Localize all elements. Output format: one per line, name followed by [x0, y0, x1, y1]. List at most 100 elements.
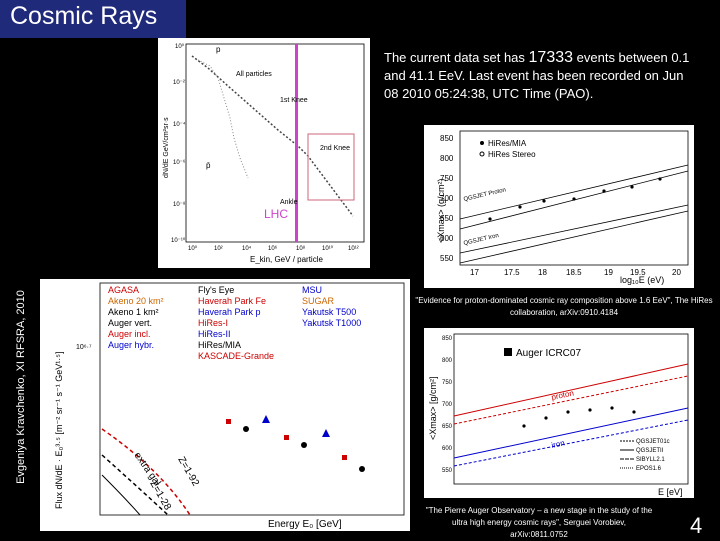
legend-model: EPOS1.6 — [636, 466, 662, 472]
hires-ytick: 550 — [440, 254, 454, 263]
legend-agasa: AGASA — [108, 285, 139, 295]
spectrum-y-ticks: 10⁰ 10⁻² 10⁻⁴ 10⁻⁶ 10⁻⁸ 10⁻¹⁰ — [171, 43, 186, 244]
hires-ytick: 600 — [440, 234, 454, 243]
flux-point — [243, 426, 249, 432]
data-point — [630, 185, 634, 189]
legend-hires-mia: HiRes/MIA — [198, 340, 241, 350]
legend-model: SIBYLL2.1 — [636, 457, 665, 463]
auger-y-ticks: 850 800 750 700 650 600 550 — [442, 336, 453, 474]
data-point — [566, 410, 570, 414]
hires-xtick: 17.5 — [504, 268, 520, 277]
paragraph-end: events between 0.1 and 41.1 EeV. Last ev… — [384, 50, 690, 101]
flux-point — [262, 415, 270, 423]
auger-plot-svg: <Xmax> [g/cm²] E [eV] 850 800 750 700 65… — [428, 333, 689, 497]
label-pbar: p̄ — [206, 161, 211, 170]
hires-xtick: 19.5 — [630, 268, 646, 277]
paragraph-start: The current data set has — [384, 50, 529, 65]
flux-point — [322, 429, 330, 437]
slide-title: Cosmic Rays — [10, 2, 158, 30]
legend-auger-vert: Auger vert. — [108, 318, 152, 328]
spectrum-xtick: 10² — [214, 246, 223, 252]
data-point — [518, 205, 522, 209]
flux-point — [226, 419, 231, 424]
hires-ylabel: <Xmax> (g/cm²) — [436, 178, 446, 243]
data-point — [544, 416, 548, 420]
auger-legend-title: Auger ICRC07 — [516, 348, 581, 359]
flux-point — [301, 442, 307, 448]
z1-92-curve — [101, 454, 169, 516]
legend-yakutsk-t500: Yakutsk T500 — [302, 307, 356, 317]
data-point — [542, 199, 546, 203]
hires-caption: "Evidence for proton-dominated cosmic ra… — [415, 296, 713, 317]
data-point — [588, 408, 592, 412]
spectrum-ytick: 10⁰ — [175, 43, 185, 50]
spectrum-ytick: 10⁻⁴ — [173, 121, 186, 128]
hires-xtick: 17 — [470, 268, 479, 277]
label-p: p — [216, 45, 221, 54]
label-qgsjet-iron: QGSJET Iron — [463, 233, 499, 247]
spectrum-ytick: 10⁻¹⁰ — [171, 237, 186, 244]
hires-ytick: 750 — [440, 174, 454, 183]
spectrum-ylabel: dN/dE GeV/cm²sr·s — [163, 117, 170, 178]
hires-xmax-plot: <Xmax> (g/cm²) log₁₀E (eV) 850 800 750 7… — [424, 125, 694, 288]
spectrum-xtick: 10⁰ — [188, 245, 198, 252]
proton-line-2 — [459, 164, 689, 220]
label-z1-92: Z=1-92 — [175, 455, 201, 489]
antiproton-curve — [197, 59, 249, 179]
legend-model: QGSJETII — [636, 448, 664, 454]
flux-legend-left: AGASA Akeno 20 km² Akeno 1 km² Auger ver… — [108, 285, 164, 350]
spectrum-ytick: 10⁻⁸ — [173, 201, 186, 208]
label-proton: proton — [551, 388, 575, 402]
legend-yakutsk-t1000: Yakutsk T1000 — [302, 318, 361, 328]
z1-28-curve — [101, 474, 141, 516]
event-count: 17333 — [528, 49, 574, 66]
auger-ytick: 850 — [442, 336, 453, 342]
flux-xlabel: Energy E₀ [GeV] — [268, 519, 342, 530]
auger-ytick: 700 — [442, 402, 453, 408]
hires-ytick: 850 — [440, 134, 454, 143]
legend-model: QGSJET01c — [636, 439, 670, 445]
data-point — [632, 410, 636, 414]
spectrum-ytick: 10⁻⁶ — [173, 159, 186, 166]
spectrum-x-ticks: 10⁰ 10² 10⁴ 10⁶ 10⁸ 10¹⁰ 10¹² — [188, 245, 359, 252]
spectrum-plot-svg: dN/dE GeV/cm²sr·s E_kin, GeV / particle … — [163, 43, 365, 264]
auger-caption: "The Pierre Auger Observatory – a new st… — [425, 506, 653, 539]
data-point — [488, 217, 492, 221]
legend-haverah-fe: Haverah Park Fe — [198, 296, 266, 306]
legend-akeno20: Akeno 20 km² — [108, 296, 164, 306]
flux-legend-mid: Fly's Eye Haverah Park Fe Haverah Park p… — [198, 285, 274, 361]
legend-auger-incl: Auger incl. — [108, 329, 151, 339]
auger-xlabel: E [eV] — [658, 487, 683, 497]
legend-kascade: KASCADE-Grande — [198, 351, 274, 361]
data-point — [658, 177, 662, 181]
legend-auger-hybr: Auger hybr. — [108, 340, 154, 350]
auger-model-legend: QGSJET01c QGSJETII SIBYLL2.1 EPOS1.6 — [620, 439, 670, 472]
page-number: 4 — [690, 513, 703, 538]
spectrum-xlabel: E_kin, GeV / particle — [250, 255, 323, 264]
label-iron: iron — [551, 438, 566, 450]
extra-gal-curve — [101, 428, 191, 516]
auger-ytick: 750 — [442, 380, 453, 386]
spectrum-xtick: 10¹² — [348, 246, 359, 252]
flux-ytick: 10⁶·⁷ — [76, 344, 92, 351]
flux-point — [342, 455, 347, 460]
hires-y-ticks: 850 800 750 700 650 600 550 — [440, 134, 454, 263]
spectrum-xtick: 10¹⁰ — [322, 245, 334, 252]
data-point — [572, 197, 576, 201]
spectrum-xtick: 10⁶ — [268, 245, 278, 252]
hires-xtick: 18 — [538, 268, 547, 277]
intro-paragraph: The current data set has 17333 events be… — [384, 49, 694, 103]
flux-legend-right: MSU SUGAR Yakutsk T500 Yakutsk T1000 — [302, 285, 361, 328]
flux-point — [284, 435, 289, 440]
iron-line — [453, 407, 689, 459]
hires-ytick: 800 — [440, 154, 454, 163]
auger-ylabel: <Xmax> [g/cm²] — [428, 376, 438, 440]
author-credit: Evgeniya Kravchenko, XI RFSRA, 2010 — [15, 290, 27, 484]
data-point — [610, 406, 614, 410]
auger-ytick: 600 — [442, 446, 453, 452]
label-ankle: Ankle — [280, 199, 298, 206]
auger-ytick: 800 — [442, 358, 453, 364]
iron-line-2 — [459, 204, 689, 254]
flux-ylabel: Flux dN/dE · E₀³·⁵ [m⁻² sr⁻¹ s⁻¹ GeV¹·⁵] — [54, 352, 64, 509]
hires-ytick: 650 — [440, 214, 454, 223]
